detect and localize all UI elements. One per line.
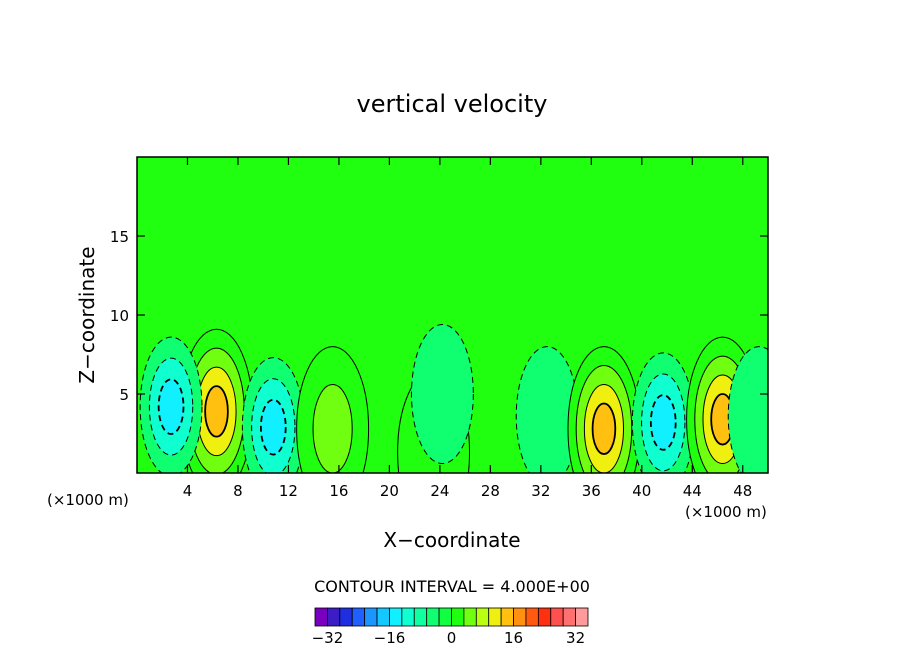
contour-level--12: [259, 398, 287, 456]
y-axis-label: Z−coordinate: [75, 246, 99, 383]
x-tick-label: 48: [733, 482, 752, 500]
contour-interval-label: CONTOUR INTERVAL = 4.000E+00: [314, 577, 590, 596]
contour-level-16: [591, 402, 617, 455]
y-tick-label: 5: [119, 386, 129, 404]
x-unit-right: (×1000 m): [685, 503, 767, 521]
colorbar-swatch: [364, 607, 378, 627]
x-tick-label: 4: [183, 482, 193, 500]
contour-level-8: [312, 384, 353, 473]
x-unit-left: (×1000 m): [47, 491, 129, 509]
colorbar-swatch: [525, 607, 539, 627]
downdraft-cell-9: [631, 352, 695, 473]
x-tick-label: 40: [632, 482, 651, 500]
downdraft-cell-4: [139, 336, 203, 473]
colorbar-swatch: [475, 607, 490, 627]
colorbar-label: 32: [566, 629, 585, 647]
contour-level-16: [204, 385, 229, 438]
colorbar-label: 16: [504, 629, 523, 647]
x-tick-label: 8: [233, 482, 243, 500]
colorbar-swatch: [314, 607, 328, 627]
contour-level--12: [649, 394, 677, 451]
colorbar-swatch: [438, 607, 452, 627]
colorbar-swatch: [376, 607, 390, 627]
updraft-cell-8: [567, 346, 641, 473]
y-tick-label: 15: [110, 228, 129, 246]
x-tick-label: 12: [279, 482, 298, 500]
x-tick-label: 28: [481, 482, 500, 500]
colorbar-swatch: [488, 607, 502, 627]
colorbar-swatch: [426, 607, 440, 627]
colorbar-swatch: [401, 607, 415, 627]
contour-level--4: [727, 346, 768, 473]
x-axis-label: X−coordinate: [383, 528, 520, 552]
plot-area: [136, 156, 769, 474]
x-tick-label: 36: [582, 482, 601, 500]
colorbar-swatch: [463, 607, 477, 627]
chart-title: vertical velocity: [357, 90, 548, 118]
downdraft-cell-6: [410, 323, 474, 465]
contour-level--4: [410, 323, 474, 465]
colorbar-swatch: [562, 607, 576, 627]
x-tick-label: 20: [380, 482, 399, 500]
x-tick-label: 44: [683, 482, 702, 500]
x-tick-label: 16: [329, 482, 348, 500]
x-tick-label: 24: [430, 482, 449, 500]
downdraft-cell-11: [727, 346, 768, 473]
colorbar-swatch: [339, 607, 353, 627]
colorbar-swatch: [351, 607, 366, 627]
contour-level--12: [157, 378, 185, 435]
colorbar-label: −16: [374, 629, 406, 647]
colorbar-label: −32: [312, 629, 344, 647]
colorbar-swatch: [413, 607, 428, 627]
contour-field: [139, 323, 768, 473]
colorbar-swatch: [389, 607, 403, 627]
y-tick-label: 10: [110, 307, 129, 325]
colorbar-swatch: [513, 607, 527, 627]
colorbar-swatch: [500, 607, 514, 627]
colorbar-swatch: [327, 607, 341, 627]
colorbar-swatch: [537, 607, 552, 627]
colorbar-swatch: [550, 607, 564, 627]
updraft-cell-3: [296, 346, 370, 473]
colorbar: −32 −16 0 16 32: [312, 607, 589, 647]
downdraft-cell-2: [241, 357, 305, 473]
x-tick-label: 32: [531, 482, 550, 500]
colorbar-swatch: [575, 607, 589, 627]
colorbar-swatch: [451, 607, 465, 627]
colorbar-label: 0: [447, 629, 457, 647]
